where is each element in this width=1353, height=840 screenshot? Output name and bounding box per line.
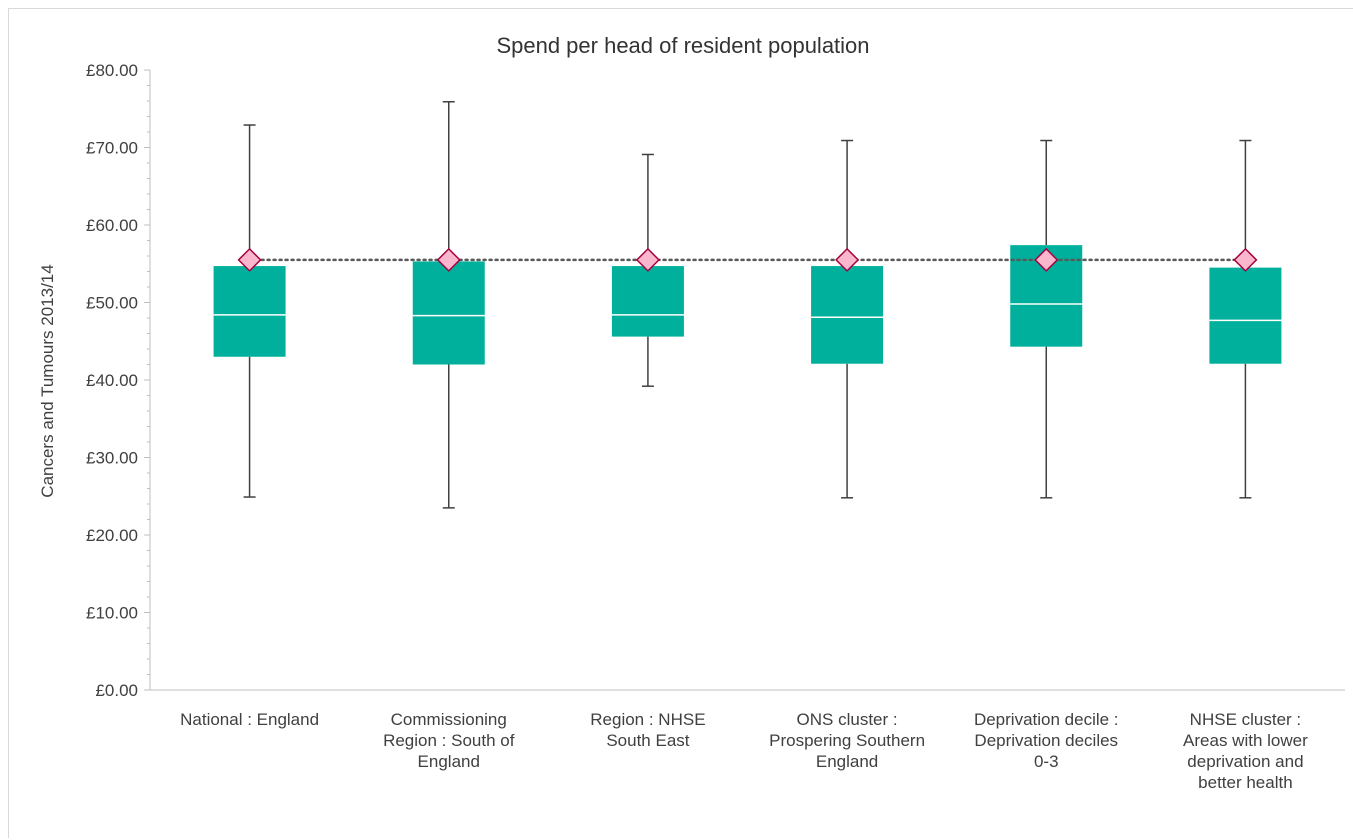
box [611,266,684,337]
box [213,266,286,357]
diamond-marker [635,247,660,272]
category-label-line: Prospering Southern [769,731,925,750]
box [412,261,485,365]
category-label: NHSE cluster : Areas with lower deprivatio… [1183,710,1308,792]
axes [144,69,1345,691]
category-label-line: Region : NHSE [590,710,705,729]
category-label: Commissioning Region : South of England [383,710,515,771]
box [811,266,884,364]
category-label-line: National : England [180,710,319,729]
y-tick-label: £10.00 [86,604,138,623]
chart-title: Spend per head of resident population [496,33,869,58]
category-label-line: better health [1198,773,1293,792]
category-label: National : England [180,710,319,729]
category-label: Region : NHSE South East [590,710,705,750]
y-tick-label: £70.00 [86,139,138,158]
y-tick-label: £20.00 [86,526,138,545]
y-tick-label: £40.00 [86,371,138,390]
diamond-marker [436,247,461,272]
y-axis-label: Cancers and Tumours 2013/14 [38,264,57,497]
y-tick-label: £30.00 [86,449,138,468]
category-labels: National : England Commissioning Region : … [180,710,1308,792]
category-label: ONS cluster : Prospering Southern England [769,710,925,771]
y-tick-label: £60.00 [86,216,138,235]
category-label-line: Areas with lower [1183,731,1308,750]
y-tick-label: £50.00 [86,294,138,313]
category-label: Deprivation decile : Deprivation deciles 0… [974,710,1119,771]
category-label-line: ONS cluster : [797,710,898,729]
box [1209,267,1282,364]
category-label-line: Commissioning [391,710,507,729]
diamond-marker [1233,247,1258,272]
diamond-marker [835,247,860,272]
chart-frame [8,8,1353,838]
category-label-line: England [816,752,878,771]
category-label-line: NHSE cluster : [1190,710,1301,729]
box-series [213,101,1282,509]
category-label-line: 0-3 [1034,752,1059,771]
diamond-marker [237,247,262,272]
y-tick-label: £80.00 [86,61,138,80]
diamond-marker [1034,247,1059,272]
marker-series [237,247,1258,272]
category-label-line: South East [606,731,689,750]
category-label-line: Region : South of [383,731,515,750]
category-label-line: Deprivation decile : [974,710,1119,729]
category-label-line: Deprivation deciles [974,731,1118,750]
category-label-line: England [418,752,480,771]
category-label-line: deprivation and [1187,752,1303,771]
y-tick-labels: £0.00 £10.00 £20.00 £30.00 £40.00 £50.00 £60.0… [86,61,138,700]
y-tick-label: £0.00 [95,681,138,700]
